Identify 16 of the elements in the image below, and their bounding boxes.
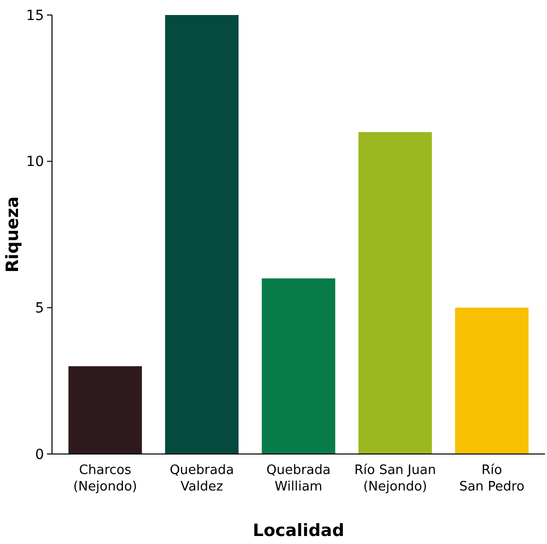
x-tick-label: Río San Pedro	[459, 463, 524, 494]
y-tick-label: 5	[35, 300, 44, 317]
bar	[262, 278, 336, 454]
x-axis-title: Localidad	[252, 521, 344, 541]
x-tick-label: Charcos (Nejondo)	[73, 463, 138, 494]
bar	[68, 366, 142, 454]
y-tick-label: 15	[26, 8, 44, 24]
x-tick-label: Quebrada Valdez	[170, 463, 234, 494]
y-tick-label: 10	[26, 154, 44, 170]
bar	[165, 15, 239, 454]
y-axis-title: Riqueza	[3, 196, 23, 273]
y-tick-label: 0	[35, 446, 44, 463]
x-tick-label: Río San Juan (Nejondo)	[354, 463, 436, 494]
bar	[455, 308, 529, 454]
bar	[358, 132, 432, 454]
x-tick-label: Quebrada William	[266, 463, 331, 494]
